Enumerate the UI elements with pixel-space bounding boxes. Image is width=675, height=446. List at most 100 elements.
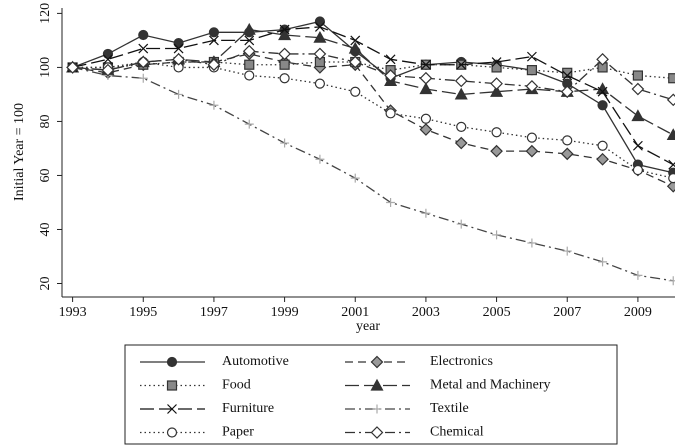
data-point: [527, 238, 537, 248]
data-point: [490, 84, 504, 97]
legend-marker: [166, 356, 178, 368]
data-point: [66, 61, 79, 74]
y-tick-label: 100: [38, 57, 53, 78]
legend-marker: [372, 404, 382, 414]
data-point: [454, 87, 468, 100]
y-tick-label: 20: [38, 276, 53, 290]
data-point: [632, 164, 644, 176]
data-point: [315, 154, 325, 164]
data-point: [560, 147, 574, 161]
data-point: [491, 57, 502, 67]
series-line: [72, 53, 674, 187]
y-tick-label: 120: [38, 3, 53, 24]
data-point: [350, 173, 360, 183]
data-point: [173, 43, 184, 54]
data-point: [350, 35, 361, 46]
data-point: [490, 144, 503, 158]
data-point: [562, 135, 573, 146]
data-point: [420, 59, 431, 70]
data-point: [138, 29, 149, 41]
data-point: [596, 52, 609, 66]
data-point: [668, 276, 675, 286]
legend-marker: [370, 378, 384, 391]
legend-label: Food: [222, 378, 251, 393]
series-line: [72, 66, 674, 282]
data-point: [454, 74, 468, 88]
data-point: [208, 27, 220, 38]
data-point: [350, 86, 361, 97]
data-point: [138, 43, 149, 54]
series-line: [72, 61, 674, 179]
x-tick-label: 1995: [129, 305, 157, 320]
data-point: [491, 127, 502, 138]
data-point: [420, 113, 432, 124]
data-point: [244, 70, 255, 81]
legend-label: Automotive: [222, 354, 289, 369]
legend-box: [124, 344, 618, 445]
x-tick-label: 1997: [200, 305, 228, 320]
data-point: [633, 270, 643, 280]
data-point: [631, 82, 645, 96]
data-point: [492, 230, 502, 240]
legend-marker: [166, 427, 178, 438]
legend-label: Chemical: [430, 425, 484, 440]
data-point: [525, 144, 539, 158]
data-point: [244, 119, 254, 129]
data-point: [421, 208, 431, 218]
data-point: [562, 246, 572, 256]
data-point: [174, 89, 184, 99]
data-point: [456, 59, 467, 70]
data-point: [562, 70, 573, 81]
data-point: [314, 21, 325, 32]
data-point: [242, 44, 256, 58]
data-point: [279, 24, 290, 35]
x-tick-label: 2001: [341, 305, 369, 320]
x-tick-label: 2009: [624, 305, 652, 320]
data-point: [632, 140, 643, 151]
data-point: [348, 41, 362, 54]
data-point: [103, 54, 113, 65]
data-point: [386, 197, 396, 207]
data-point: [419, 82, 433, 95]
data-point: [242, 22, 256, 35]
data-point: [456, 121, 467, 132]
data-point: [384, 69, 397, 82]
data-point: [525, 79, 539, 93]
data-point: [313, 47, 327, 61]
data-point: [102, 48, 114, 60]
data-point: [173, 38, 184, 49]
data-point: [597, 100, 608, 111]
legend-label: Textile: [430, 401, 469, 416]
legend-marker: [370, 355, 384, 369]
data-point: [172, 52, 185, 66]
data-point: [631, 109, 645, 122]
series-line: [72, 50, 674, 101]
y-tick-label: 60: [38, 168, 53, 182]
x-tick-label: 2003: [412, 305, 440, 320]
data-point: [419, 123, 433, 136]
data-point: [526, 132, 538, 143]
series-line: [72, 28, 674, 136]
legend-marker: [166, 380, 178, 391]
x-axis-label: year: [356, 319, 380, 334]
y-axis-label: Initial Year = 100: [12, 103, 27, 201]
series-line: [72, 26, 674, 166]
y-tick-label: 40: [38, 222, 53, 236]
data-point: [668, 73, 675, 84]
x-tick-label: 2007: [553, 305, 581, 320]
data-point: [280, 138, 290, 148]
data-point: [279, 73, 290, 84]
legend-label: Metal and Machinery: [430, 378, 551, 393]
data-point: [419, 71, 433, 85]
data-point: [314, 16, 326, 27]
data-point: [560, 85, 574, 99]
data-point: [244, 59, 255, 70]
x-tick-label: 1999: [271, 305, 299, 320]
data-point: [209, 35, 219, 46]
data-point: [668, 173, 675, 184]
data-point: [666, 179, 675, 193]
data-point: [526, 65, 538, 76]
data-point: [314, 78, 326, 89]
data-point: [209, 100, 219, 110]
